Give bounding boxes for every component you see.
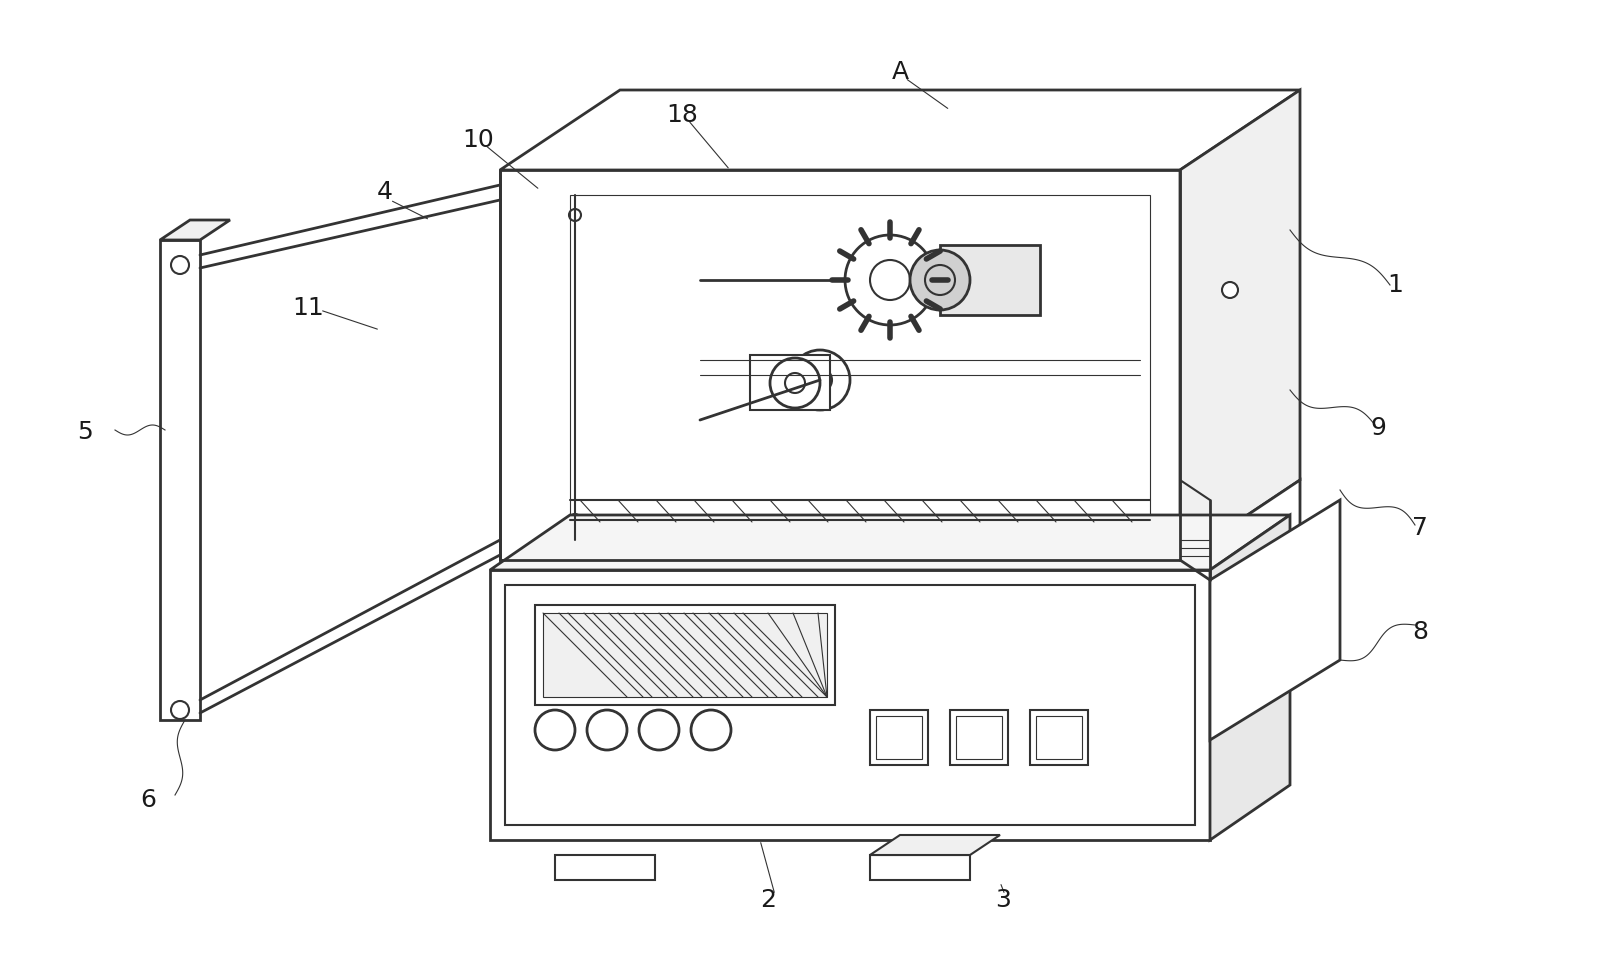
Text: 9: 9 — [1370, 416, 1386, 440]
Bar — [1030, 710, 1088, 765]
Text: 6: 6 — [141, 788, 157, 812]
Polygon shape — [1210, 515, 1290, 840]
Text: 1: 1 — [1387, 273, 1403, 297]
Circle shape — [171, 701, 189, 719]
Polygon shape — [160, 240, 200, 720]
Text: 10: 10 — [462, 128, 494, 152]
Bar — [877, 716, 922, 759]
Circle shape — [638, 710, 678, 750]
Text: 11: 11 — [293, 296, 323, 320]
Polygon shape — [570, 195, 1150, 540]
Bar — [534, 605, 835, 705]
Circle shape — [534, 710, 574, 750]
Text: 5: 5 — [77, 420, 93, 444]
Circle shape — [1240, 520, 1261, 540]
Text: A: A — [891, 60, 909, 84]
Polygon shape — [490, 515, 1290, 570]
Bar — [750, 355, 830, 410]
Text: 4: 4 — [378, 180, 394, 204]
Polygon shape — [1181, 480, 1299, 680]
Circle shape — [691, 710, 731, 750]
Polygon shape — [1181, 90, 1299, 560]
Bar — [1037, 716, 1082, 759]
Text: 2: 2 — [760, 888, 776, 912]
Polygon shape — [870, 835, 1000, 855]
Bar — [542, 613, 827, 697]
Bar — [941, 245, 1040, 315]
Bar — [870, 710, 928, 765]
Bar — [870, 855, 970, 880]
Circle shape — [1222, 282, 1238, 298]
Bar — [555, 855, 654, 880]
Text: 8: 8 — [1413, 620, 1429, 644]
Text: 3: 3 — [995, 888, 1011, 912]
Circle shape — [171, 256, 189, 274]
Text: 7: 7 — [1413, 516, 1427, 540]
Bar — [950, 710, 1008, 765]
Polygon shape — [490, 570, 1210, 840]
Text: 18: 18 — [666, 103, 698, 127]
Polygon shape — [1210, 500, 1341, 740]
Polygon shape — [160, 220, 230, 240]
Circle shape — [910, 250, 970, 310]
Bar — [506, 585, 1195, 825]
Bar — [957, 716, 1002, 759]
Circle shape — [587, 710, 627, 750]
Polygon shape — [501, 170, 1181, 560]
